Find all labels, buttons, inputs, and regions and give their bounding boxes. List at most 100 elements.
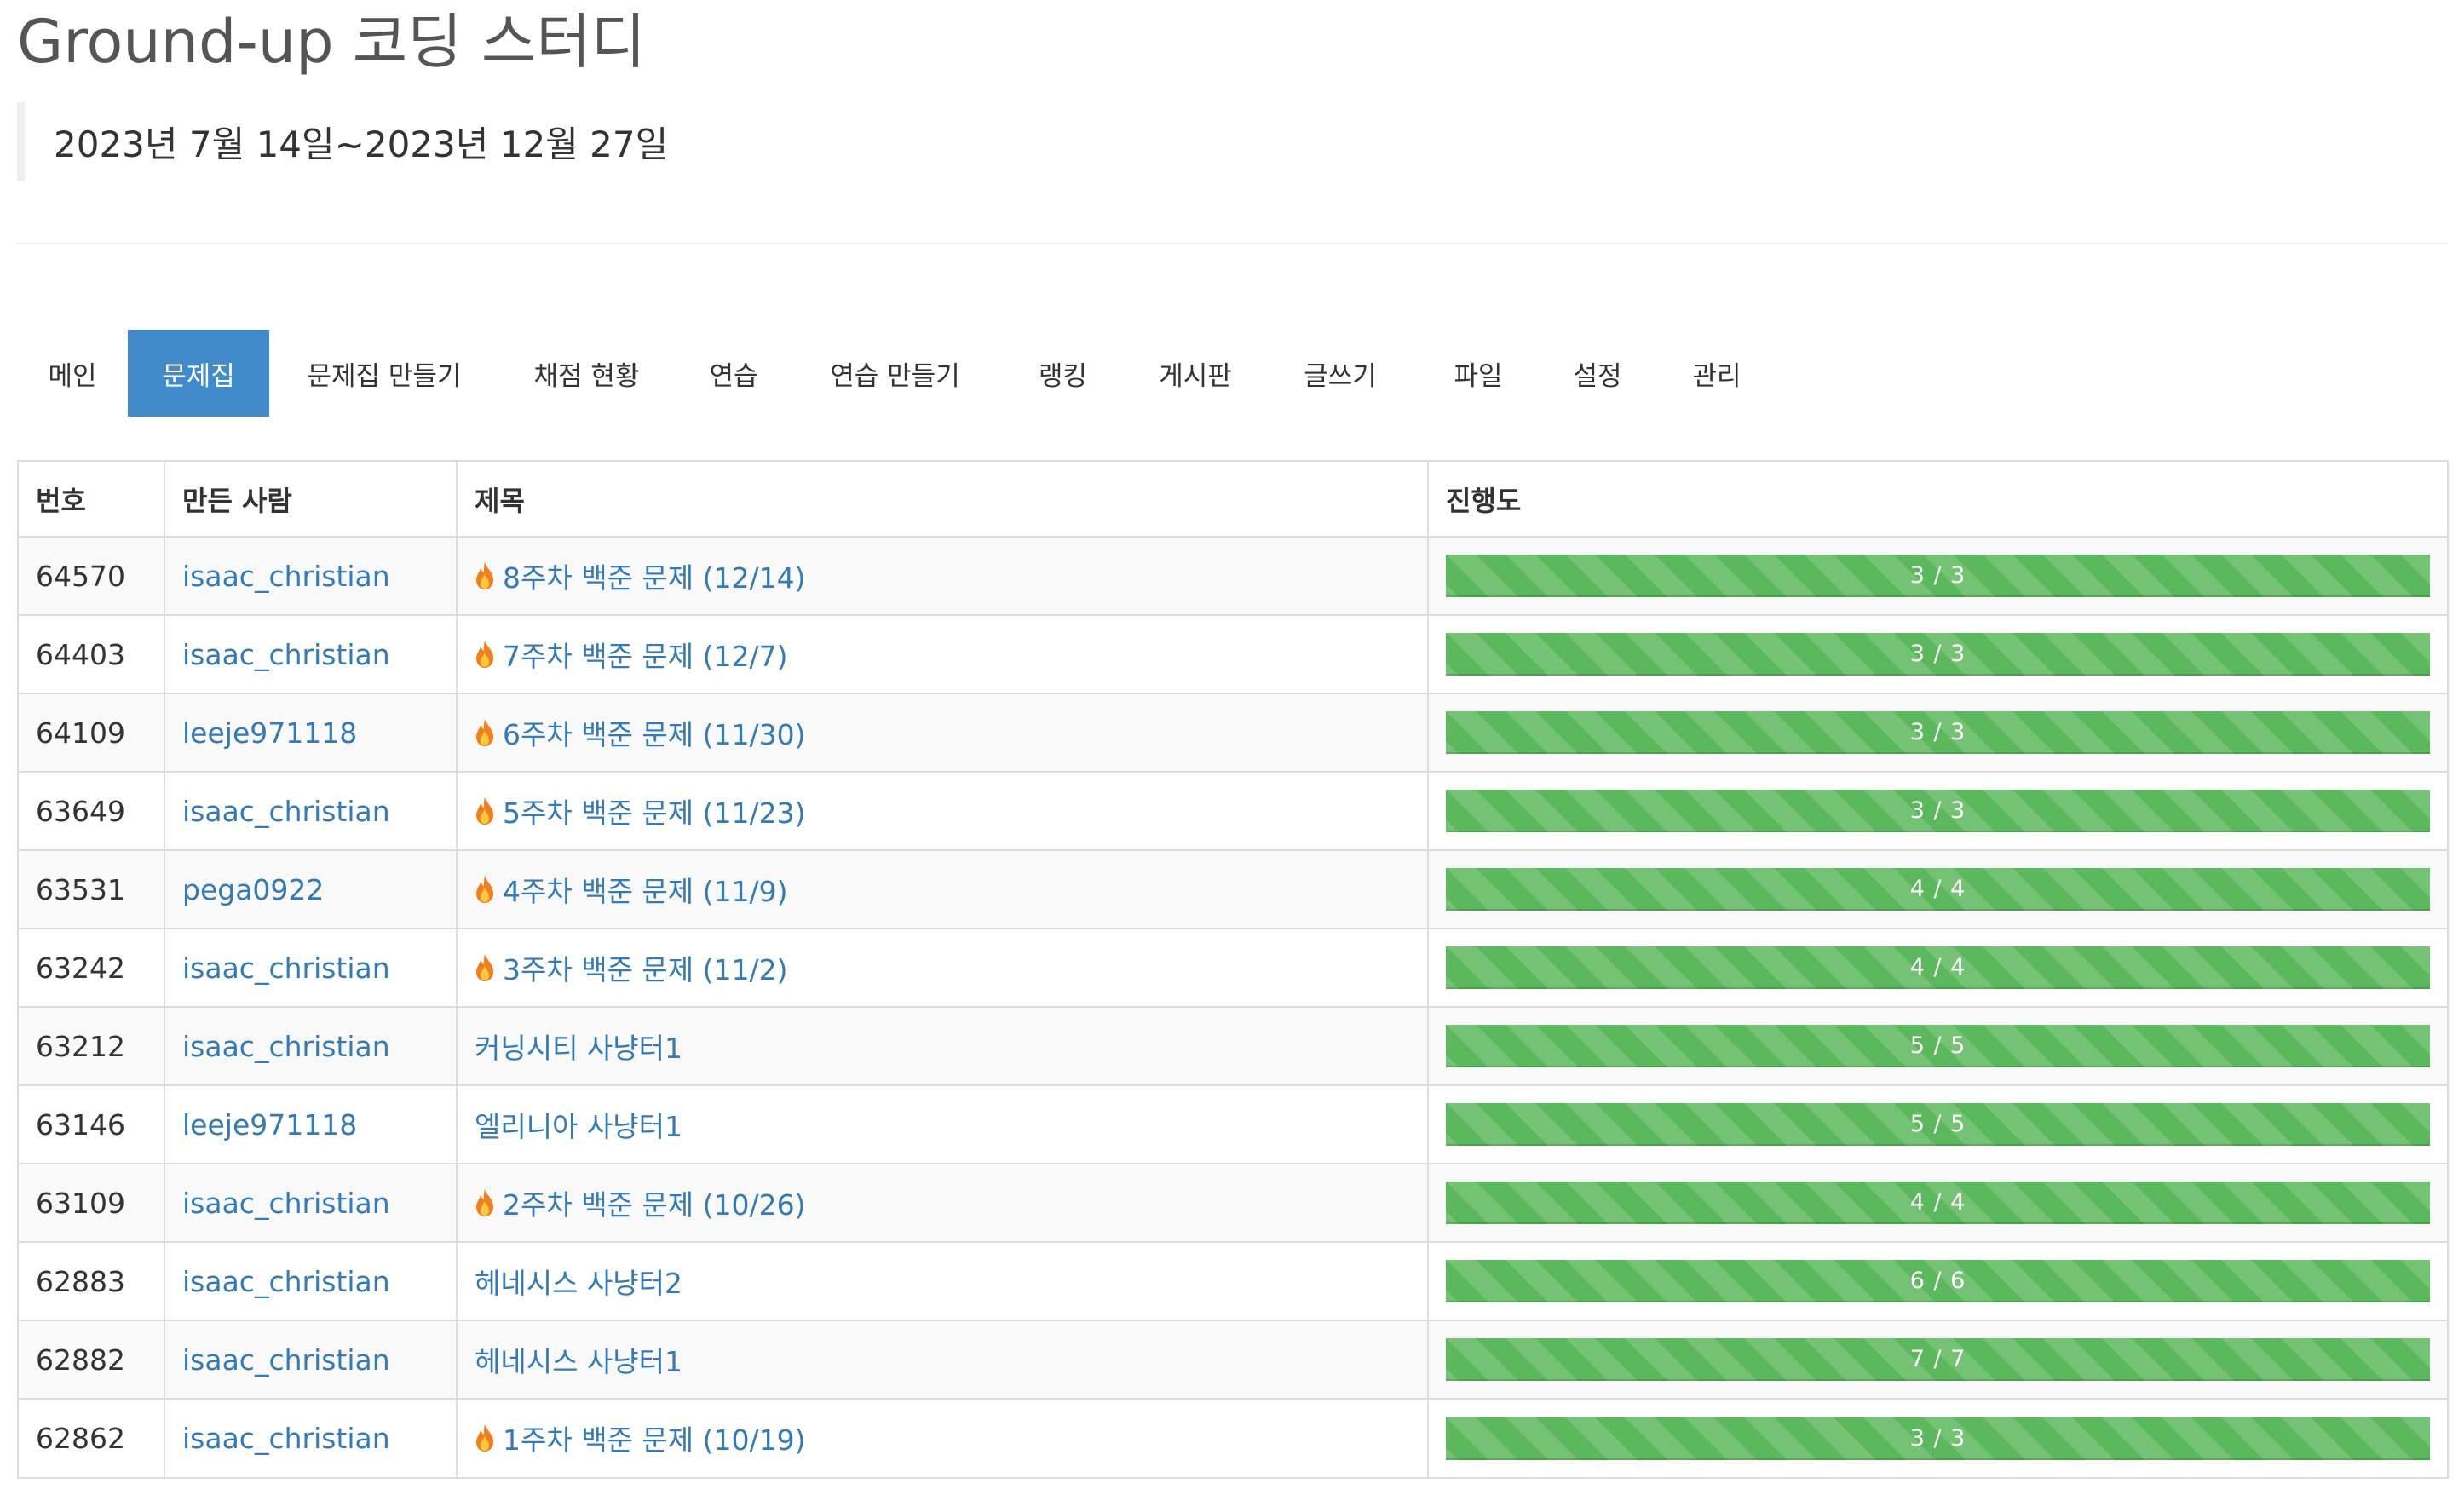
progress-cell: 7 / 7 [1427,1320,2447,1399]
tab-label: 랭킹 [1038,360,1088,392]
tab-workbooks[interactable]: 문제집 [128,330,269,417]
maker-cell: isaac_christian [164,1241,457,1320]
workbook-title-link[interactable]: 7주차 백준 문제 (12/7) [503,639,788,673]
progress-bar: 3 / 3 [1446,711,2430,754]
workbook-title-link[interactable]: 6주차 백준 문제 (11/30) [503,717,806,751]
maker-cell: isaac_christian [164,536,457,615]
tab-write[interactable]: 글쓰기 [1262,330,1419,417]
progress-cell: 3 / 3 [1427,1398,2447,1477]
workbook-title-link[interactable]: 2주차 백준 문제 (10/26) [503,1187,806,1222]
progress-label: 3 / 3 [1909,719,1966,745]
table-row: 64109 leeje971118 6주차 백준 문제 (11/30) 3 / 3 [19,693,2447,772]
maker-cell: isaac_christian [164,1320,457,1399]
tab-admin[interactable]: 관리 [1657,330,1776,417]
title-wrapper: 커닝시티 사냥터1 [475,1026,682,1067]
maker-link[interactable]: isaac_christian [182,1343,390,1377]
title-cell: 헤네시스 사냥터2 [456,1241,1428,1320]
progress-label: 5 / 5 [1909,1032,1966,1059]
progress-cell: 3 / 3 [1427,771,2447,850]
workbook-title-link[interactable]: 5주차 백준 문제 (11/23) [503,796,806,830]
workbook-number: 63531 [19,849,164,929]
fire-icon [475,796,495,825]
tab-create-practice[interactable]: 연습 만들기 [793,330,997,417]
maker-link[interactable]: isaac_christian [182,1422,390,1455]
workbook-title-link[interactable]: 엘리니아 사냥터1 [475,1110,683,1143]
table-row: 64570 isaac_christian 8주차 백준 문제 (12/14) 3 /… [19,536,2447,615]
table-row: 63146 leeje971118 엘리니아 사냥터1 5 / 5 [19,1084,2447,1164]
title-cell: 1주차 백준 문제 (10/19) [456,1398,1428,1477]
maker-cell: isaac_christian [164,928,457,1007]
maker-link[interactable]: isaac_christian [182,637,390,671]
tab-practice[interactable]: 연습 [674,330,793,417]
maker-link[interactable]: leeje971118 [182,1107,358,1141]
tab-files[interactable]: 파일 [1419,330,1538,417]
maker-link[interactable]: pega0922 [182,872,325,906]
progress-label: 5 / 5 [1909,1111,1966,1137]
title-wrapper: 6주차 백준 문제 (11/30) [475,712,805,753]
tab-label: 연습 [709,360,758,392]
workbook-number: 62883 [19,1241,164,1320]
maker-link[interactable]: isaac_christian [182,794,390,828]
title-wrapper: 8주차 백준 문제 (12/14) [475,555,805,596]
progress-bar: 4 / 4 [1446,868,2430,911]
workbook-title-link[interactable]: 3주차 백준 문제 (11/2) [503,952,788,986]
title-cell: 7주차 백준 문제 (12/7) [456,614,1428,693]
maker-link[interactable]: isaac_christian [182,951,390,985]
tab-label: 연습 만들기 [830,360,960,392]
maker-link[interactable]: leeje971118 [182,716,358,750]
workbook-title-link[interactable]: 헤네시스 사냥터1 [475,1345,683,1378]
tab-ranking[interactable]: 랭킹 [997,330,1129,417]
workbook-title-link[interactable]: 4주차 백준 문제 (11/9) [503,874,788,908]
tab-create-workbook[interactable]: 문제집 만들기 [269,330,499,417]
column-header-maker: 만든 사람 [164,462,457,538]
title-cell: 5주차 백준 문제 (11/23) [456,771,1428,850]
workbook-number: 64109 [19,693,164,772]
maker-link[interactable]: isaac_christian [182,1264,390,1298]
table-row: 63649 isaac_christian 5주차 백준 문제 (11/23) 3 /… [19,771,2447,850]
maker-cell: isaac_christian [164,771,457,850]
tab-settings[interactable]: 설정 [1538,330,1657,417]
column-header-number: 번호 [19,462,164,538]
progress-cell: 4 / 4 [1427,928,2447,1007]
title-cell: 3주차 백준 문제 (11/2) [456,928,1428,1007]
title-cell: 8주차 백준 문제 (12/14) [456,536,1428,615]
workbook-title-link[interactable]: 8주차 백준 문제 (12/14) [503,561,806,595]
fire-icon [475,718,495,747]
maker-link[interactable]: isaac_christian [182,1029,390,1063]
progress-label: 3 / 3 [1909,562,1966,589]
progress-cell: 3 / 3 [1427,614,2447,693]
workbook-title-link[interactable]: 1주차 백준 문제 (10/19) [503,1423,806,1457]
tab-main[interactable]: 메인 [17,330,128,417]
title-cell: 헤네시스 사냥터1 [456,1320,1428,1399]
workbook-title-link[interactable]: 헤네시스 사냥터2 [475,1267,683,1300]
title-wrapper: 3주차 백준 문제 (11/2) [475,947,787,988]
workbook-table: 번호 만든 사람 제목 진행도 64570 isaac_christian 8주차 … [17,460,2449,1479]
maker-link[interactable]: isaac_christian [182,559,390,593]
workbook-number: 63146 [19,1084,164,1164]
title-wrapper: 7주차 백준 문제 (12/7) [475,634,787,675]
progress-cell: 4 / 4 [1427,1163,2447,1242]
table-header-row: 번호 만든 사람 제목 진행도 [19,462,2447,538]
progress-bar: 6 / 6 [1446,1260,2430,1302]
title-cell: 4주차 백준 문제 (11/9) [456,849,1428,929]
progress-label: 3 / 3 [1909,1424,1966,1452]
tab-label: 글쓰기 [1304,360,1377,392]
tab-label: 게시판 [1159,360,1232,392]
title-wrapper: 2주차 백준 문제 (10/26) [475,1182,805,1223]
maker-link[interactable]: isaac_christian [182,1186,390,1220]
table-body: 64570 isaac_christian 8주차 백준 문제 (12/14) 3 /… [19,536,2447,1477]
maker-cell: isaac_christian [164,1006,457,1085]
study-period: 2023년 7월 14일~2023년 12월 27일 [17,102,668,181]
fire-icon [475,1423,495,1452]
progress-bar: 4 / 4 [1446,1182,2430,1224]
tab-label: 관리 [1692,360,1741,392]
progress-label: 3 / 3 [1909,641,1966,667]
progress-label: 3 / 3 [1909,797,1966,824]
table-row: 64403 isaac_christian 7주차 백준 문제 (12/7) 3 / … [19,614,2447,693]
maker-cell: pega0922 [164,849,457,929]
tab-judge-status[interactable]: 채점 현황 [499,330,674,417]
workbook-title-link[interactable]: 커닝시티 사냥터1 [475,1032,683,1065]
title-wrapper: 헤네시스 사냥터1 [475,1339,682,1380]
tab-board[interactable]: 게시판 [1129,330,1262,417]
